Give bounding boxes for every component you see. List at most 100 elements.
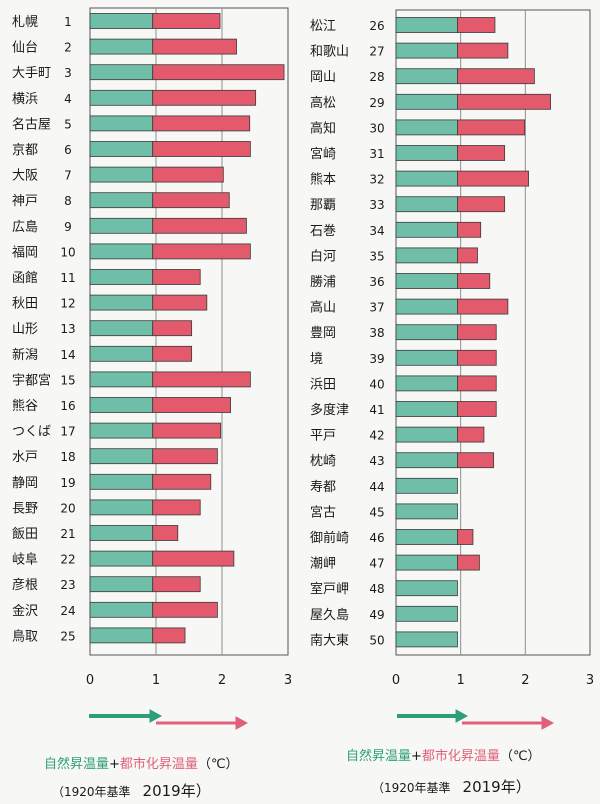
station-number: 33 [369, 198, 384, 212]
x-tick-label: 1 [457, 673, 465, 688]
bar-natural [395, 580, 458, 597]
station-number: 37 [369, 301, 384, 315]
station-number: 21 [60, 527, 75, 541]
natural-arrowhead-left [149, 709, 163, 723]
station-label: 仙台 [12, 41, 38, 56]
bar-natural [89, 141, 154, 157]
bar-urban [152, 166, 224, 183]
station-number: 48 [369, 582, 384, 596]
station-number: 42 [369, 429, 384, 443]
bar-natural [89, 422, 154, 439]
station-label: 名古屋 [12, 116, 51, 132]
bar-natural [89, 294, 154, 311]
bar-urban [457, 221, 482, 238]
station-label: 大阪 [12, 169, 38, 184]
station-label: 宇都宮 [12, 372, 51, 388]
bar-natural [89, 448, 154, 465]
bar-urban [457, 145, 506, 161]
bar-natural [395, 401, 458, 417]
station-number: 47 [369, 557, 384, 571]
station-number: 25 [60, 629, 75, 643]
bar-natural [89, 89, 154, 106]
bar-urban [152, 13, 221, 29]
bar-natural [89, 115, 154, 132]
bar-urban [152, 243, 251, 260]
bar-natural [89, 499, 154, 516]
station-number: 29 [369, 96, 384, 110]
station-label: 新潟 [12, 347, 38, 363]
bar-natural [395, 145, 458, 161]
base-note: （1920年基準 [372, 780, 451, 795]
station-label: 飯田 [12, 527, 38, 542]
station-number: 22 [60, 553, 75, 567]
bar-urban [457, 119, 526, 136]
station-number: 7 [64, 169, 72, 183]
station-label: 豊岡 [310, 326, 336, 341]
bar-urban [457, 68, 535, 85]
x-tick-label: 2 [521, 673, 529, 688]
bar-natural [89, 192, 154, 209]
station-label: 那覇 [310, 198, 336, 213]
bar-natural [395, 554, 458, 571]
station-label: 神戸 [12, 194, 38, 209]
station-label: 枕崎 [310, 454, 336, 469]
bar-natural [89, 576, 154, 593]
bar-urban [457, 452, 495, 469]
bar-natural [89, 166, 154, 183]
plus-sign: + [109, 757, 120, 772]
base-caption-right: （1920年基準 2019年） [372, 778, 531, 796]
station-label: 勝浦 [310, 275, 336, 290]
bar-urban [457, 554, 480, 571]
station-number: 44 [369, 480, 384, 494]
legend-caption-right: 自然昇温量+都市化昇温量（℃） [346, 748, 541, 764]
bar-urban [457, 349, 497, 366]
station-number: 28 [369, 70, 384, 84]
unit-label: （℃） [500, 749, 541, 764]
bar-natural [395, 529, 458, 545]
bar-urban [457, 170, 529, 187]
station-number: 2 [64, 41, 72, 55]
station-number: 38 [369, 326, 384, 340]
bar-urban [152, 89, 257, 106]
station-label: 多度津 [310, 402, 349, 418]
station-label: 金沢 [12, 603, 38, 619]
station-label: 潮岬 [310, 557, 336, 572]
bar-natural [89, 13, 154, 29]
station-label: 寿都 [310, 480, 336, 495]
station-label: 高知 [310, 120, 336, 136]
bar-urban [152, 576, 201, 593]
bar-urban [152, 217, 247, 234]
bar-urban [152, 448, 218, 465]
bar-urban [152, 115, 251, 132]
station-label: 大手町 [12, 66, 51, 81]
bar-natural [89, 38, 154, 55]
station-label: 宮古 [310, 504, 336, 520]
station-number: 9 [64, 220, 72, 234]
bar-urban [152, 525, 179, 541]
urban-arrowhead-left [235, 716, 249, 730]
station-label: 松江 [310, 19, 336, 34]
station-number: 11 [60, 271, 75, 285]
base-caption-left: （1920年基準 2019年） [52, 782, 211, 800]
bar-natural [89, 601, 154, 618]
bar-urban [152, 64, 285, 81]
station-number: 43 [369, 454, 384, 468]
bar-natural [395, 426, 458, 443]
station-number: 3 [64, 66, 72, 80]
station-number: 8 [64, 194, 72, 208]
station-label: 鳥取 [12, 629, 38, 644]
station-number: 18 [60, 450, 75, 464]
legend-arrows-right [397, 709, 555, 730]
station-number: 12 [60, 297, 75, 311]
station-number: 16 [60, 399, 75, 413]
station-number: 46 [369, 531, 384, 545]
station-number: 49 [369, 608, 384, 622]
station-label: 岐阜 [12, 552, 38, 568]
station-number: 41 [369, 403, 384, 417]
legend-caption-left: 自然昇温量+都市化昇温量（℃） [44, 756, 239, 772]
bar-urban [457, 298, 509, 315]
station-number: 6 [64, 143, 72, 157]
station-number: 31 [369, 147, 384, 161]
station-label: 広島 [12, 220, 38, 235]
bar-natural [395, 221, 458, 238]
